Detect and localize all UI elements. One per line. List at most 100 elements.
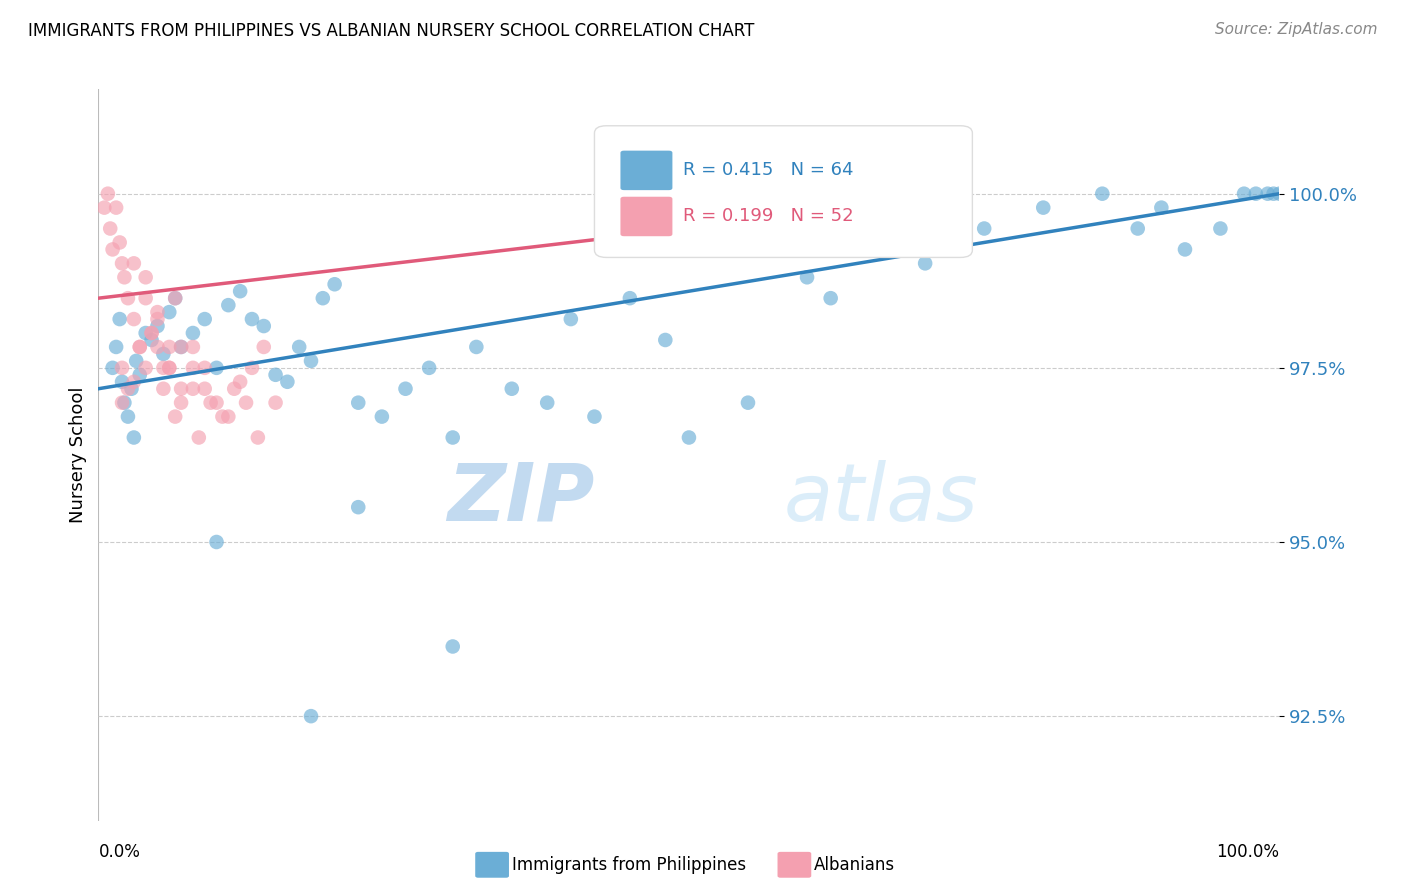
Point xyxy=(125,354,148,368)
Point xyxy=(1268,186,1291,201)
Point xyxy=(501,382,523,396)
Point xyxy=(152,382,174,396)
Point xyxy=(146,305,169,319)
Point xyxy=(347,395,370,409)
Point xyxy=(229,284,252,298)
Point xyxy=(108,312,131,326)
Point xyxy=(111,395,134,409)
Point xyxy=(205,395,228,409)
Point xyxy=(418,360,440,375)
Point xyxy=(217,409,239,424)
Point xyxy=(165,409,187,424)
Point xyxy=(111,256,134,270)
Point xyxy=(122,430,145,444)
Point xyxy=(264,395,287,409)
Point xyxy=(112,395,135,409)
Point xyxy=(229,375,252,389)
Text: Source: ZipAtlas.com: Source: ZipAtlas.com xyxy=(1215,22,1378,37)
Point xyxy=(855,243,877,257)
Point xyxy=(1233,186,1256,201)
Point xyxy=(93,201,115,215)
Point xyxy=(146,340,169,354)
Point xyxy=(135,360,157,375)
Point xyxy=(200,395,222,409)
Point xyxy=(235,395,257,409)
Text: atlas: atlas xyxy=(783,459,979,538)
Point xyxy=(1091,186,1114,201)
Point xyxy=(181,326,204,340)
Point xyxy=(1244,186,1267,201)
Point xyxy=(101,243,124,257)
Point xyxy=(146,319,169,334)
Point xyxy=(141,326,163,340)
Point xyxy=(117,409,139,424)
Point xyxy=(347,500,370,515)
Point xyxy=(654,333,676,347)
Point xyxy=(205,360,228,375)
Point xyxy=(141,326,163,340)
Point xyxy=(914,256,936,270)
Point xyxy=(240,312,263,326)
Point xyxy=(117,382,139,396)
Point xyxy=(181,382,204,396)
Point xyxy=(299,709,322,723)
Point xyxy=(323,277,346,292)
Point xyxy=(128,368,150,382)
Point xyxy=(973,221,995,235)
Point xyxy=(299,354,322,368)
Point xyxy=(112,270,135,285)
Point xyxy=(1174,243,1197,257)
Point xyxy=(441,640,464,654)
Point xyxy=(146,312,169,326)
Text: 0.0%: 0.0% xyxy=(98,843,141,861)
Point xyxy=(121,382,143,396)
Text: ZIP: ZIP xyxy=(447,459,595,538)
Point xyxy=(170,395,193,409)
Point xyxy=(128,340,150,354)
Point xyxy=(105,201,128,215)
Point xyxy=(98,221,121,235)
Point xyxy=(165,291,187,305)
Point xyxy=(117,291,139,305)
Point xyxy=(108,235,131,250)
Point xyxy=(122,312,145,326)
Point xyxy=(465,340,488,354)
Point xyxy=(194,312,217,326)
Point xyxy=(276,375,298,389)
Point xyxy=(737,395,759,409)
Point xyxy=(181,360,204,375)
Point xyxy=(560,312,582,326)
Point xyxy=(224,382,246,396)
Point xyxy=(1126,221,1149,235)
Point xyxy=(170,382,193,396)
Point xyxy=(1257,186,1279,201)
Point xyxy=(157,360,180,375)
Point xyxy=(111,360,134,375)
Point xyxy=(796,270,818,285)
Point xyxy=(394,382,416,396)
Point xyxy=(217,298,239,312)
Point xyxy=(111,375,134,389)
Text: R = 0.415   N = 64: R = 0.415 N = 64 xyxy=(683,161,853,178)
FancyBboxPatch shape xyxy=(620,151,672,190)
Point xyxy=(122,375,145,389)
Point xyxy=(157,360,180,375)
Point xyxy=(105,340,128,354)
Point xyxy=(157,305,180,319)
Point xyxy=(211,409,233,424)
Point xyxy=(253,340,276,354)
Point xyxy=(101,360,124,375)
Point xyxy=(187,430,209,444)
Text: Immigrants from Philippines: Immigrants from Philippines xyxy=(512,856,747,874)
Point xyxy=(157,340,180,354)
Point xyxy=(820,291,842,305)
Point xyxy=(619,291,641,305)
Text: R = 0.199   N = 52: R = 0.199 N = 52 xyxy=(683,207,853,225)
Point xyxy=(170,340,193,354)
Point xyxy=(246,430,269,444)
Point xyxy=(181,340,204,354)
Point xyxy=(135,291,157,305)
Point xyxy=(240,360,263,375)
Point xyxy=(441,430,464,444)
Point xyxy=(536,395,558,409)
